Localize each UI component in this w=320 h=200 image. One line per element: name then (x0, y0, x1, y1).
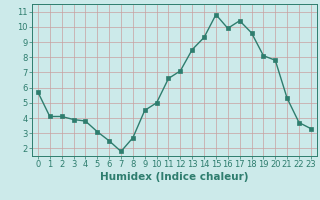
X-axis label: Humidex (Indice chaleur): Humidex (Indice chaleur) (100, 172, 249, 182)
